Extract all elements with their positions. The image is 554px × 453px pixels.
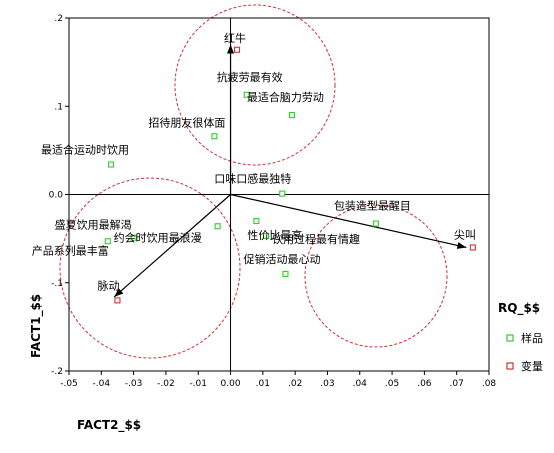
point-label: 红牛 — [224, 31, 246, 45]
x-tick-label: .02 — [288, 379, 302, 389]
point-label: 饮用过程最有情趣 — [272, 232, 360, 246]
data-point-约会时饮用最浪漫 — [214, 223, 221, 230]
x-tick-label: .01 — [256, 379, 270, 389]
data-point-口味口感最独特 — [279, 190, 286, 197]
axis-ticks: -.05 -.04 -.03 -.02 -.01 0.00 .01 .02 .03 .04 .05.… — [49, 14, 497, 389]
point-label: 促销活动最心动 — [243, 252, 320, 266]
vector-arrows — [113, 44, 467, 298]
data-point-产品系列最丰富 — [104, 238, 111, 245]
x-tick-label: .04 — [353, 379, 368, 389]
data-points — [104, 46, 476, 304]
cluster-circle-红牛 — [174, 4, 336, 166]
data-point-抗疲劳最有效 — [243, 91, 250, 98]
point-label: 抗疲劳最有效 — [217, 70, 283, 84]
y-tick-label: .1 — [54, 102, 63, 112]
point-label: 盛夏饮用最解渴 — [55, 218, 132, 232]
legend-marker-samples — [506, 334, 514, 342]
vector-arrowhead-尖叫 — [456, 242, 467, 249]
point-label: 最适合脑力劳动 — [247, 90, 324, 104]
x-tick-label: -.03 — [125, 379, 143, 389]
vector-line-尖叫 — [230, 193, 467, 249]
data-point-招待朋友很体面 — [211, 133, 218, 140]
vector-line-脉动 — [113, 194, 231, 298]
y-tick-label: 0.0 — [49, 191, 64, 201]
y-tick-label: -.1 — [51, 279, 63, 289]
x-tick-label: .05 — [385, 379, 399, 389]
cluster-circles — [59, 4, 448, 359]
vector-arrowhead-脉动 — [114, 288, 124, 297]
point-label: 包装造型最醒目 — [334, 199, 411, 213]
x-tick-label: .03 — [320, 379, 334, 389]
x-axis-title: FACT2_$$ — [77, 418, 141, 433]
x-tick-label: .07 — [450, 379, 464, 389]
cluster-circle-尖叫 — [304, 204, 448, 348]
data-point-盛夏饮用最解渴 — [130, 234, 137, 241]
legend-title: RQ_$$ — [498, 301, 540, 316]
x-tick-label: -.05 — [60, 379, 78, 389]
vector-arrowhead-红牛 — [227, 44, 235, 54]
y-tick-label: -.2 — [51, 367, 63, 377]
x-tick-label: -.02 — [157, 379, 175, 389]
legend-marker-variables — [506, 362, 514, 370]
data-point-脉动 — [114, 297, 121, 304]
legend: RQ_$$ 样品 变量 — [498, 301, 543, 373]
point-label: 脉动 — [97, 278, 119, 292]
point-label: 产品系列最丰富 — [32, 243, 109, 257]
data-point-包装造型最醒目 — [372, 220, 379, 227]
x-tick-label: .08 — [482, 379, 497, 389]
data-point-尖叫 — [469, 244, 476, 251]
x-tick-label: -.01 — [189, 379, 207, 389]
point-label: 招待朋友很体面 — [148, 115, 225, 129]
point-label: 最适合运动时饮用 — [41, 142, 129, 156]
x-tick-label: 0.00 — [221, 379, 241, 389]
data-point-饮用过程最有情趣 — [263, 232, 270, 240]
data-point-最适合脑力劳动 — [288, 112, 295, 119]
y-axis-title: FACT1_$$ — [29, 294, 44, 358]
point-label: 口味口感最独特 — [214, 172, 291, 186]
x-tick-label: .06 — [417, 379, 432, 389]
legend-label-variables: 变量 — [521, 359, 543, 373]
point-label: 尖叫 — [454, 228, 476, 241]
data-point-最适合运动时饮用 — [107, 161, 115, 168]
data-point-红牛 — [233, 46, 241, 53]
point-label: 约会时饮用最浪漫 — [114, 230, 202, 244]
y-tick-label: .2 — [54, 14, 63, 24]
data-point-性价比最高 — [253, 217, 260, 225]
point-label: 性价比最高 — [247, 228, 302, 242]
legend-label-samples: 样品 — [521, 331, 543, 345]
data-point-促销活动最心动 — [282, 270, 289, 277]
cluster-circle-脉动 — [59, 177, 241, 359]
point-labels: 抗疲劳最有效最适合脑力劳动招待朋友很体面最适合运动时饮用口味口感最独特约会时饮用… — [32, 31, 476, 293]
x-tick-label: -.04 — [93, 379, 111, 389]
